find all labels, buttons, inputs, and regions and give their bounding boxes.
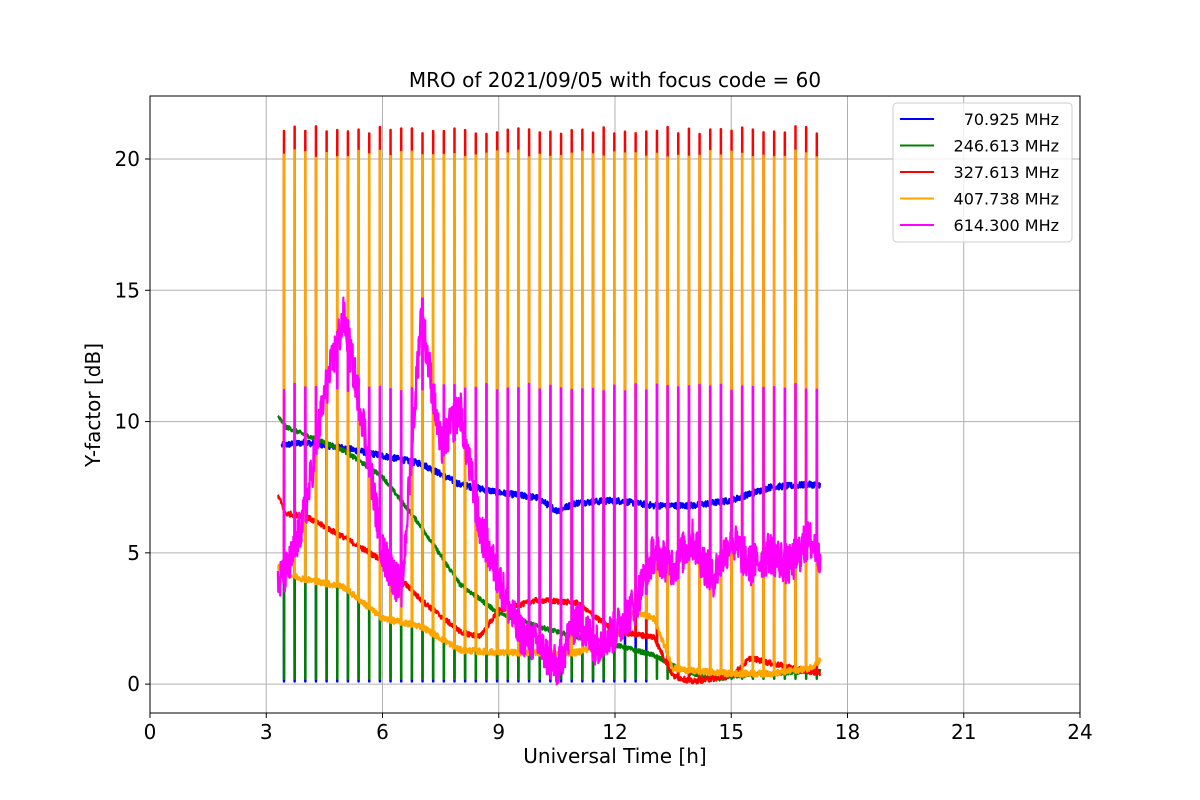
y-tick-label: 10 bbox=[115, 410, 140, 434]
legend-label: 246.613 MHz bbox=[954, 137, 1059, 156]
legend-label: 70.925 MHz bbox=[964, 110, 1059, 129]
x-tick-label: 12 bbox=[602, 720, 627, 744]
y-axis-ticks: 0 5 10 15 20 bbox=[115, 147, 150, 696]
x-tick-label: 3 bbox=[260, 720, 273, 744]
series-layer bbox=[276, 125, 822, 686]
chart-title: MRO of 2021/09/05 with focus code = 60 bbox=[409, 68, 821, 92]
x-tick-label: 6 bbox=[376, 720, 389, 744]
y-tick-label: 5 bbox=[127, 541, 140, 565]
y-tick-label: 15 bbox=[115, 278, 140, 302]
y-axis-label: Y-factor [dB] bbox=[81, 343, 105, 468]
x-tick-label: 0 bbox=[144, 720, 157, 744]
legend-box bbox=[892, 102, 1073, 243]
x-axis-label: Universal Time [h] bbox=[523, 744, 706, 768]
x-tick-label: 9 bbox=[492, 720, 505, 744]
legend: 70.925 MHz 246.613 MHz 327.613 MHz 407.738 … bbox=[892, 102, 1073, 243]
y-tick-label: 0 bbox=[127, 672, 140, 696]
legend-label: 614.300 MHz bbox=[954, 216, 1059, 235]
series-line bbox=[276, 296, 822, 686]
legend-label: 327.613 MHz bbox=[954, 163, 1059, 182]
x-tick-label: 15 bbox=[719, 720, 744, 744]
x-tick-label: 21 bbox=[951, 720, 976, 744]
x-tick-label: 24 bbox=[1067, 720, 1092, 744]
y-tick-label: 20 bbox=[115, 147, 140, 171]
x-tick-label: 18 bbox=[835, 720, 860, 744]
legend-label: 407.738 MHz bbox=[954, 190, 1059, 209]
x-axis-ticks: 0 3 6 9 12 15 18 21 24 bbox=[144, 713, 1093, 744]
